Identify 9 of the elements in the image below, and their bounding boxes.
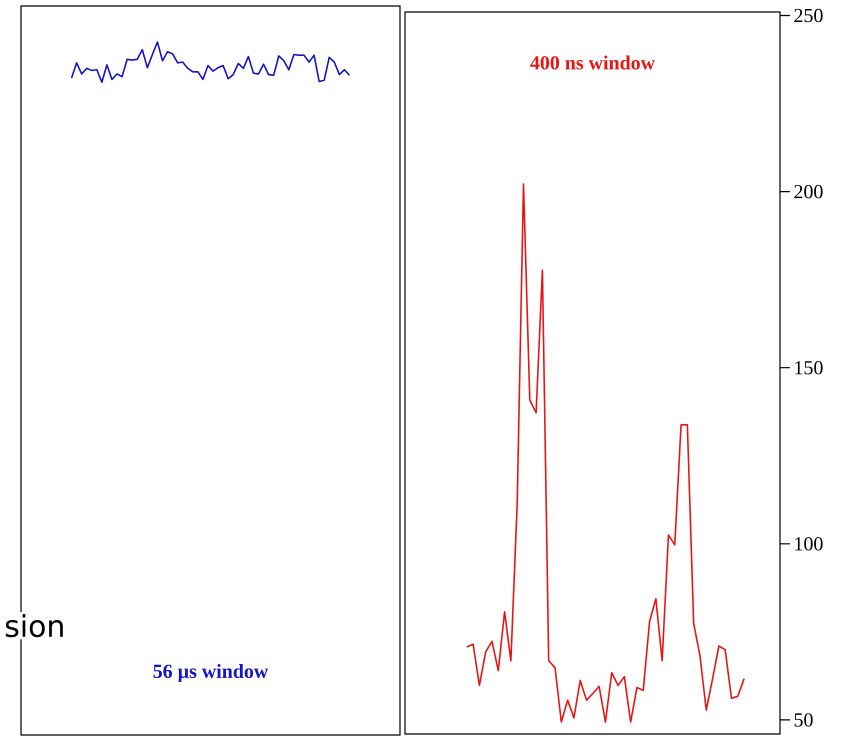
y-tick-label: 150: [795, 360, 823, 374]
line-series: [466, 183, 745, 723]
text: sion: [6, 614, 63, 638]
y-tick-label: 250: [794, 8, 823, 22]
text: 400 ns window: [530, 56, 655, 70]
y-tick-label: 50: [794, 713, 813, 727]
y-tick-label: 200: [794, 184, 823, 198]
text: 56 µs window: [154, 664, 268, 682]
y-tick-label: 100: [795, 537, 823, 551]
